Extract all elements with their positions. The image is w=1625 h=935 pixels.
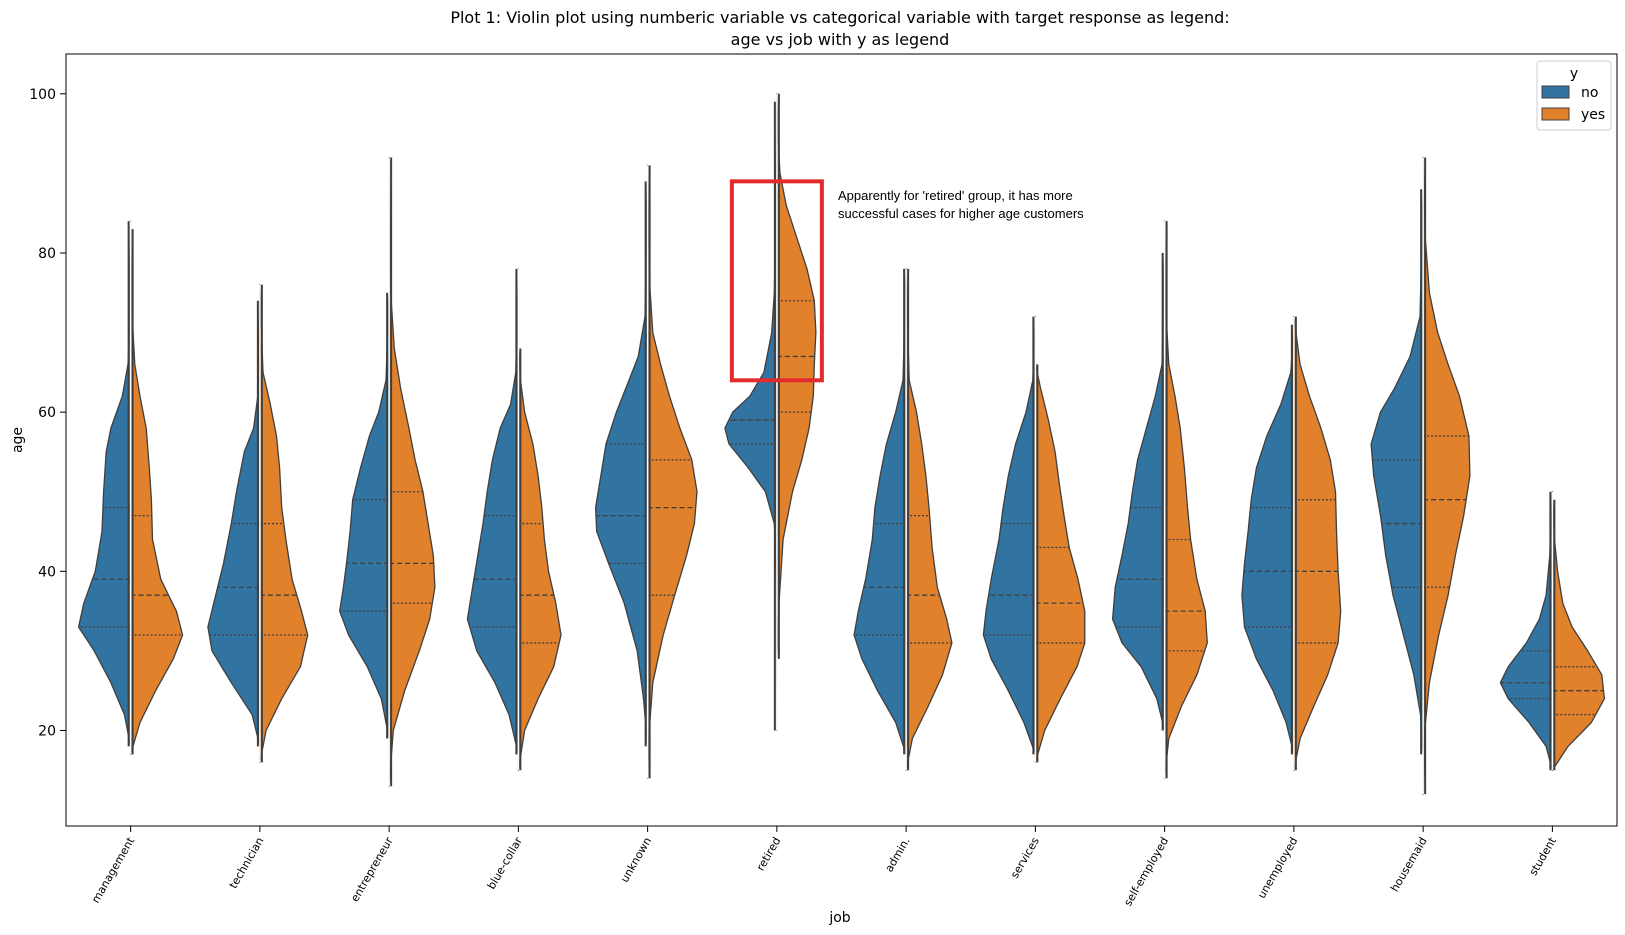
- violin-yes-management: [129, 228, 184, 756]
- violin-yes-admin.: [905, 268, 953, 771]
- violin-yes-housemaid: [1422, 156, 1471, 795]
- x-tick-label-self-employed: self-employed: [1121, 835, 1171, 908]
- violin-yes-student: [1551, 499, 1606, 771]
- x-tick-label-unknown: unknown: [618, 835, 654, 885]
- x-tick-label-technician: technician: [227, 835, 267, 891]
- y-axis: 20 40 60 80 100: [29, 87, 66, 739]
- legend-label-yes: yes: [1581, 107, 1605, 123]
- y-tick-label: 40: [38, 564, 56, 580]
- violin-no-self-employed: [1111, 252, 1166, 732]
- violin-yes-retired: [776, 93, 817, 660]
- highlight-layer: [729, 179, 824, 383]
- chart-title-line-2: age vs job with y as legend: [731, 30, 950, 49]
- x-tick-label-management: management: [89, 834, 137, 905]
- legend-swatch-no: [1541, 85, 1570, 99]
- violin-yes-unknown: [646, 164, 698, 779]
- violin-no-management: [77, 220, 132, 748]
- chart-title-line-1: Plot 1: Violin plot using numberic varia…: [450, 8, 1229, 27]
- violin-group: [77, 93, 1606, 795]
- violin-no-unknown: [594, 180, 649, 748]
- y-tick-label: 60: [38, 405, 56, 421]
- plot-area: [65, 53, 1618, 827]
- violin-yes-entrepreneur: [388, 156, 436, 787]
- violin-no-entrepreneur: [339, 292, 390, 740]
- violin-no-student: [1499, 491, 1554, 771]
- violin-no-services: [982, 315, 1037, 756]
- y-tick-label: 20: [38, 723, 56, 739]
- violin-no-admin.: [853, 268, 907, 756]
- violin-yes-services: [1034, 363, 1086, 763]
- legend-title: y: [1570, 66, 1578, 82]
- x-tick-label-entrepreneur: entrepreneur: [348, 835, 396, 905]
- x-tick-label-student: student: [1527, 834, 1560, 878]
- legend: y no yes: [1536, 60, 1612, 131]
- plot-frame: [65, 53, 1618, 827]
- x-tick-label-blue-collar: blue-collar: [485, 835, 525, 892]
- legend-label-no: no: [1581, 85, 1598, 101]
- annotation-line-1: Apparently for 'retired' group, it has m…: [838, 188, 1073, 203]
- x-axis: management technician entrepreneur blue-col…: [89, 826, 1559, 908]
- violin-no-blue-collar: [466, 268, 520, 756]
- violin-no-housemaid: [1370, 188, 1424, 756]
- x-axis-label: job: [828, 910, 850, 926]
- highlight-box: [729, 179, 824, 383]
- y-tick-label: 80: [38, 246, 56, 262]
- legend-swatch-yes: [1541, 107, 1570, 121]
- x-tick-label-retired: retired: [754, 835, 783, 873]
- violin-yes-unemployed: [1293, 315, 1342, 771]
- x-tick-label-unemployed: unemployed: [1255, 835, 1300, 901]
- violin-yes-self-employed: [1163, 220, 1208, 779]
- y-tick-label: 100: [29, 87, 56, 103]
- y-axis-label: age: [10, 427, 26, 453]
- violin-yes-technician: [259, 284, 309, 763]
- violin-no-unemployed: [1241, 323, 1295, 756]
- annotation-line-2: successful cases for higher age customer…: [838, 206, 1084, 221]
- x-tick-label-services: services: [1008, 835, 1042, 881]
- x-tick-label-admin.: admin.: [882, 835, 912, 874]
- violin-yes-blue-collar: [517, 347, 562, 771]
- x-tick-label-housemaid: housemaid: [1388, 835, 1430, 894]
